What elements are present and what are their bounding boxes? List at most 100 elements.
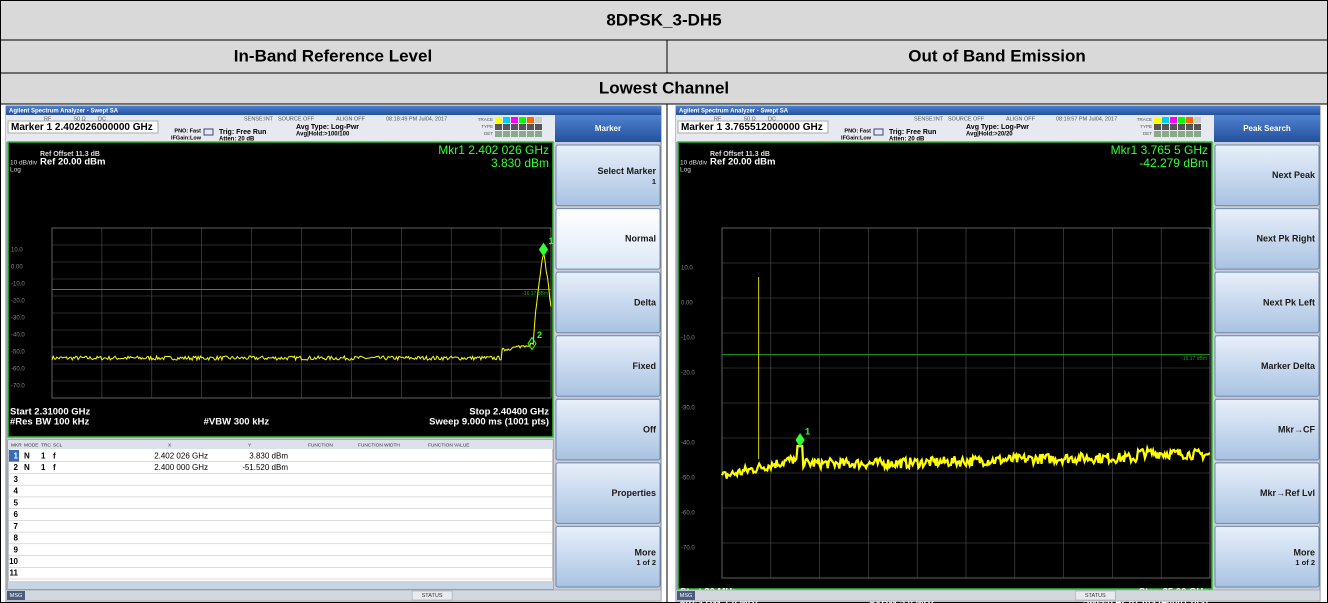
trace-flag	[535, 131, 542, 137]
softkey	[1214, 525, 1320, 588]
avg-hold: Avg|Hold:>20/20	[966, 132, 1013, 138]
status-item: SOURCE OFF	[278, 116, 315, 122]
msg: MSG	[680, 593, 693, 599]
marker-box	[7, 120, 159, 134]
status-label: STATUS	[422, 593, 443, 599]
softkey	[1214, 398, 1320, 461]
table-cell: 2.402 026 GHz	[154, 451, 208, 460]
table-cell: N	[24, 463, 30, 472]
menu-title-bg	[555, 115, 661, 142]
marker-diamond	[527, 336, 537, 351]
menu-title: Marker	[595, 124, 621, 133]
trace-flag	[503, 124, 510, 130]
avg-hold: Avg|Hold:>100/100	[296, 132, 350, 138]
softkey	[555, 271, 661, 334]
trigger: Trig: Free Run	[219, 129, 266, 136]
graph-panel	[677, 141, 1213, 590]
table-header: FUNCTION VALUE	[428, 442, 470, 448]
status-item: RF	[714, 116, 722, 122]
trace-flag	[1178, 117, 1185, 123]
softkey	[1214, 271, 1320, 334]
y-axis-label: -70.0	[681, 546, 695, 552]
table-cell: -51.520 dBm	[242, 463, 288, 472]
trace-flag	[1178, 131, 1185, 137]
trace-flag	[1186, 124, 1193, 130]
softkey-label: Delta	[634, 297, 657, 307]
marker-freq: Mkr1 2.402 026 GHz	[438, 143, 549, 157]
trace-label: TRACE	[478, 117, 493, 122]
title-bar	[6, 106, 661, 115]
softkey	[555, 462, 661, 524]
table-header: FUNCTION	[308, 442, 333, 448]
softkey	[555, 335, 661, 397]
ifgain: IFGain:Low	[841, 135, 872, 141]
softkey-label: More	[1293, 548, 1315, 558]
avg-type: Avg Type: Log-Pwr	[966, 124, 1029, 131]
trace-flag	[1170, 124, 1177, 130]
y-axis-label: -40.0	[681, 441, 695, 447]
table-header: X	[168, 442, 172, 448]
pno-icon	[873, 128, 884, 136]
trace-label: TYPE	[1140, 124, 1152, 129]
softkey	[555, 398, 661, 461]
trace-label: TRACE	[1137, 117, 1152, 122]
trace-flag	[511, 117, 518, 123]
menu-title-bg	[1214, 115, 1320, 142]
start-freq: Start 2.31000 GHz	[10, 407, 91, 418]
softkey-label: Next Pk Right	[1256, 234, 1315, 244]
row-highlight	[9, 450, 19, 462]
y-axis-label: 0.00	[11, 265, 23, 271]
ref-offset: Ref Offset 11.3 dB	[40, 151, 100, 158]
softkey	[555, 144, 661, 207]
trace-flag	[535, 117, 542, 123]
y-axis-label: -60.0	[11, 367, 25, 373]
status-item: 50 Ω	[74, 116, 86, 122]
table-cell: 5	[14, 498, 19, 507]
message-bar	[5, 589, 662, 602]
trace-flag	[1162, 124, 1169, 130]
column-header: Out of Band Emission	[908, 46, 1086, 65]
table-header: TRC	[41, 442, 51, 448]
sweep: Sweep 9.000 ms (1001 pts)	[429, 417, 549, 428]
trace-flag	[527, 131, 534, 137]
softkey-label: Select Marker	[597, 166, 656, 176]
trigger: Trig: Free Run	[889, 129, 936, 136]
table-header: SCL	[53, 442, 63, 448]
trace-flag	[1154, 131, 1161, 137]
status-item: ALIGN OFF	[336, 116, 366, 122]
status-item: 08:18:49 PM Jul04, 2017	[386, 116, 447, 122]
table-header: FUNCTION WIDTH	[358, 442, 400, 448]
status-item: RF	[44, 116, 52, 122]
status-item: DC	[98, 116, 106, 122]
softkey-label: Normal	[625, 234, 656, 244]
header-fill	[1, 1, 1327, 104]
status-item: 50 Ω	[744, 116, 756, 122]
softkey-label: Mkr→CF	[1278, 424, 1316, 434]
softkey-label: Off	[643, 424, 657, 434]
trace-flag	[495, 131, 502, 137]
softkey-label: Mkr→Ref Lvl	[1260, 488, 1315, 498]
trace-flag	[1194, 124, 1201, 130]
marker-diamond	[538, 242, 549, 257]
pno-icon	[203, 128, 214, 136]
marker-diamond	[795, 433, 805, 447]
table-header: Y	[248, 442, 252, 448]
trace-flag	[1154, 124, 1161, 130]
trace-flag	[1186, 131, 1193, 137]
rbw: #Res BW 100 kHz	[10, 417, 89, 428]
trace-flag	[1154, 117, 1161, 123]
softkey	[1214, 462, 1320, 524]
y-axis-label: -10.0	[11, 282, 25, 288]
softkey-sub: 1 of 2	[636, 558, 656, 567]
trace-flag	[503, 117, 510, 123]
avg-type: Avg Type: Log-Pwr	[296, 124, 359, 131]
trace-flag	[1194, 117, 1201, 123]
table-cell: 3.830 dBm	[249, 451, 288, 460]
trace-flag	[511, 124, 518, 130]
softkey-label: More	[634, 548, 656, 558]
marker-table	[7, 439, 554, 590]
y-axis-label: -30.0	[11, 316, 25, 322]
trace-label: DET	[1143, 131, 1152, 136]
softkey	[555, 525, 661, 588]
table-cell: 2	[14, 463, 19, 472]
